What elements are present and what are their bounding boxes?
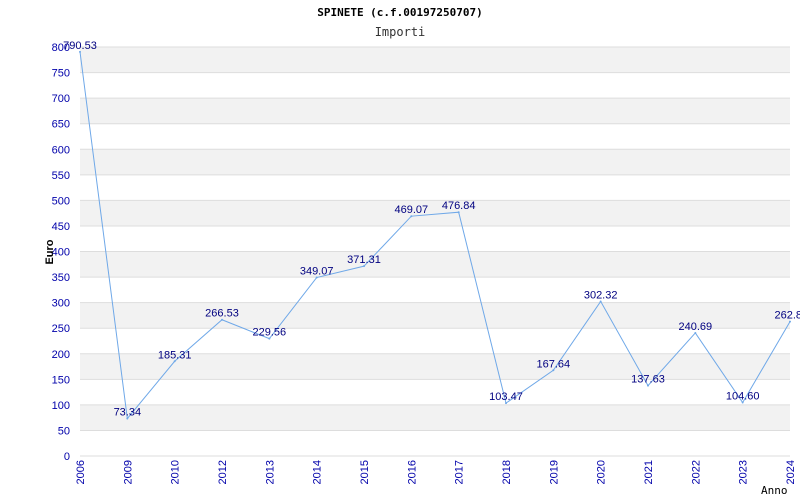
data-point bbox=[647, 384, 649, 387]
data-label: 262.8 bbox=[774, 310, 800, 322]
x-tick-label: 2024 bbox=[785, 460, 797, 484]
data-point bbox=[505, 402, 507, 405]
data-label: 302.32 bbox=[584, 289, 618, 301]
data-point bbox=[694, 331, 697, 334]
x-tick-label: 2021 bbox=[643, 460, 655, 484]
data-point bbox=[552, 369, 555, 372]
data-point bbox=[741, 401, 744, 404]
y-axis-label: Euro bbox=[44, 239, 56, 264]
data-point bbox=[315, 276, 318, 279]
background-band bbox=[80, 302, 790, 329]
y-axis-ticks: 0 50 100 150 200 250 300 350 400 450 500 550 600 650 7… bbox=[52, 42, 70, 463]
data-label: 790.53 bbox=[63, 40, 97, 52]
chart-subtitle: Importi bbox=[374, 25, 426, 39]
y-tick-label: 500 bbox=[52, 195, 70, 207]
data-point bbox=[363, 265, 365, 268]
data-point bbox=[126, 417, 129, 420]
background-band bbox=[80, 251, 790, 278]
series-layer bbox=[79, 50, 791, 420]
background-band bbox=[80, 149, 790, 175]
background-band bbox=[80, 200, 790, 226]
y-tick-label: 350 bbox=[52, 272, 70, 284]
data-label: 185.31 bbox=[158, 349, 192, 361]
y-tick-label: 550 bbox=[52, 170, 70, 182]
y-tick-label: 800 bbox=[52, 42, 70, 54]
y-tick-label: 50 bbox=[58, 425, 70, 437]
data-point bbox=[268, 337, 271, 340]
data-point bbox=[79, 50, 81, 53]
data-label: 73.34 bbox=[114, 407, 142, 419]
data-point bbox=[410, 215, 413, 218]
data-label: 476.84 bbox=[442, 200, 476, 212]
data-point bbox=[599, 300, 602, 303]
data-point bbox=[173, 360, 176, 363]
y-tick-label: 400 bbox=[52, 247, 70, 259]
data-label: 469.07 bbox=[395, 204, 429, 216]
data-labels: 790.53 73.34 185.31 266.53 229.56 349.07 371.3… bbox=[63, 40, 800, 419]
x-axis-label: Anno bbox=[761, 484, 788, 497]
y-tick-label: 300 bbox=[52, 298, 70, 310]
y-tick-label: 100 bbox=[52, 400, 70, 412]
background-band bbox=[80, 404, 790, 431]
data-label: 167.64 bbox=[537, 358, 571, 370]
x-tick-label: 2015 bbox=[359, 460, 371, 484]
x-tick-label: 2009 bbox=[122, 460, 134, 484]
x-axis-ticks: 2006 2009 2010 2012 2013 2014 2015 2016 2017 2018… bbox=[75, 460, 797, 484]
x-tick-label: 2018 bbox=[501, 460, 513, 484]
background-band bbox=[80, 47, 790, 73]
data-label: 349.07 bbox=[300, 266, 334, 278]
data-point bbox=[221, 318, 223, 321]
x-tick-label: 2016 bbox=[406, 460, 418, 484]
x-tick-label: 2023 bbox=[738, 460, 750, 484]
y-tick-label: 650 bbox=[52, 119, 70, 131]
chart-title: SPINETE (c.f.00197250707) bbox=[317, 6, 483, 19]
background-bands bbox=[80, 47, 790, 431]
x-tick-label: 2010 bbox=[170, 460, 182, 484]
x-tick-label: 2014 bbox=[312, 460, 324, 484]
y-tick-label: 600 bbox=[52, 144, 70, 156]
background-band bbox=[80, 353, 790, 380]
data-label: 137.63 bbox=[631, 374, 665, 386]
data-label: 240.69 bbox=[679, 321, 713, 333]
gridlines bbox=[80, 46, 790, 457]
x-tick-label: 2013 bbox=[264, 460, 276, 484]
y-tick-label: 0 bbox=[64, 451, 70, 463]
y-tick-label: 200 bbox=[52, 349, 70, 361]
data-point bbox=[457, 211, 460, 214]
series-line bbox=[79, 51, 791, 420]
x-tick-label: 2017 bbox=[454, 460, 466, 484]
y-tick-label: 750 bbox=[52, 68, 70, 80]
y-tick-label: 150 bbox=[52, 374, 70, 386]
x-tick-label: 2006 bbox=[75, 460, 87, 484]
data-label: 104.60 bbox=[726, 391, 760, 403]
y-tick-label: 250 bbox=[52, 323, 70, 335]
data-label: 371.31 bbox=[347, 254, 381, 266]
background-band bbox=[80, 98, 790, 124]
data-label: 266.53 bbox=[205, 308, 239, 320]
y-tick-label: 450 bbox=[52, 221, 70, 233]
data-label: 229.56 bbox=[253, 327, 287, 339]
x-tick-label: 2022 bbox=[690, 460, 702, 484]
data-point bbox=[789, 320, 791, 323]
x-tick-label: 2012 bbox=[217, 460, 229, 484]
x-tick-label: 2019 bbox=[548, 460, 560, 484]
data-label: 103.47 bbox=[489, 391, 523, 403]
y-tick-label: 700 bbox=[52, 93, 70, 105]
x-tick-label: 2020 bbox=[596, 460, 608, 484]
